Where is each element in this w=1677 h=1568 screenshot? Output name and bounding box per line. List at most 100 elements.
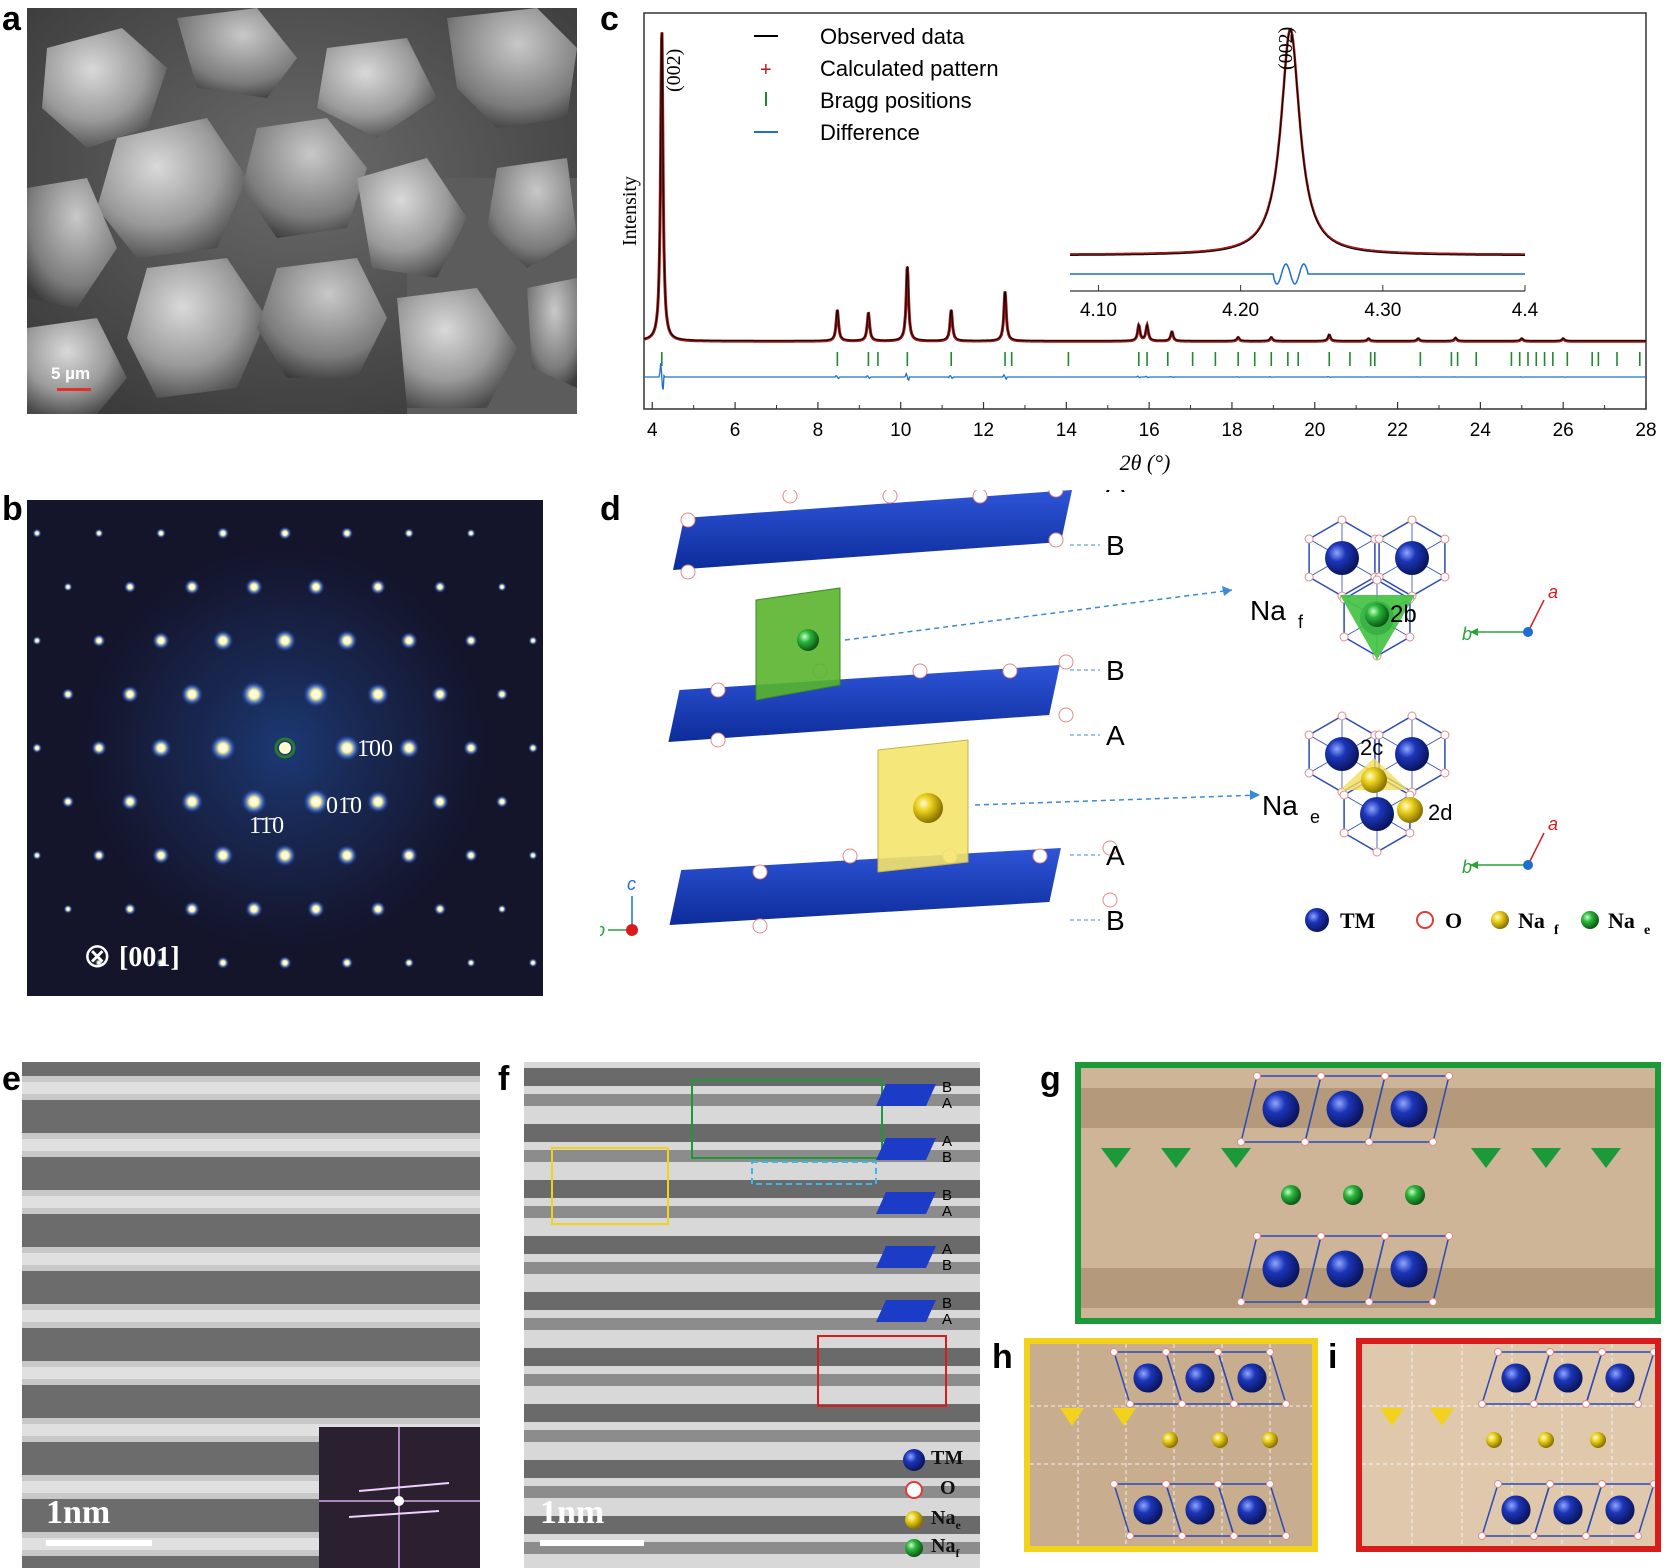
layer-label: B [1106, 905, 1125, 936]
oxygen-atom [1304, 768, 1314, 778]
diffraction-spot-core [469, 853, 473, 858]
na-site-marker [1471, 1148, 1501, 1168]
svg-text:b: b [1462, 624, 1472, 644]
x-tick-label: 12 [973, 420, 994, 441]
stack-label: B [942, 1079, 952, 1096]
oxygen-atom [1237, 1298, 1245, 1306]
oxygen-atom [1282, 1532, 1290, 1540]
oxygen-atom [1374, 534, 1384, 544]
oxygen-atom [1372, 847, 1382, 857]
oxygen-atom [1440, 572, 1450, 582]
oxygen-atom [1478, 1400, 1486, 1408]
na-site-marker [1101, 1148, 1131, 1168]
diffraction-spot-core [189, 584, 195, 590]
oxygen-atom [1110, 1480, 1118, 1488]
diffraction-spot-core [251, 584, 257, 590]
oxygen-atom [1178, 1400, 1186, 1408]
zoom-panel-h [1024, 1338, 1318, 1552]
x-tick-label: 4 [647, 420, 658, 441]
diffraction-spot-core [158, 745, 164, 751]
tm-layer-bottom [669, 848, 1061, 925]
diffraction-spot-core [406, 745, 412, 751]
oxygen-atom [1126, 1400, 1134, 1408]
tm-atom [1326, 1250, 1364, 1288]
diffraction-spot-core [128, 907, 132, 911]
tm-atom [1325, 737, 1359, 771]
stack-slab [876, 1138, 936, 1160]
diffraction-spot-core [35, 746, 39, 750]
nae-label: Na [1262, 790, 1298, 821]
stack-slab [876, 1084, 936, 1106]
oxygen-atom [782, 490, 798, 504]
diffraction-spot-core [97, 531, 101, 535]
diffraction-spot-core [221, 531, 225, 535]
oxygen-atom [1381, 1072, 1389, 1080]
layer-label: A [1106, 840, 1125, 871]
diffraction-spot-core [531, 639, 535, 642]
zoom-panel-g [1075, 1062, 1661, 1324]
zone-axis-label: [001] [119, 942, 180, 973]
oxygen-atom [1374, 730, 1384, 740]
stack-slab [876, 1246, 936, 1268]
inset-chart: 4.10 4.20 4.30 4.4 (002) [1070, 27, 1539, 321]
diffraction-spot-core [283, 960, 287, 965]
na-site-marker [1060, 1408, 1084, 1426]
diffraction-spot-core [438, 907, 442, 911]
diffraction-spot-core [66, 799, 70, 804]
diffraction-spot-core [188, 798, 196, 805]
oxygen-atom [1282, 1400, 1290, 1408]
oxygen-atom [1339, 828, 1349, 838]
oxygen-atom [1407, 711, 1417, 721]
na-atom-yellow [1262, 1432, 1278, 1448]
oxygen-atom [1304, 534, 1314, 544]
oxygen-atom [1266, 1480, 1274, 1488]
diffraction-spot-core [35, 854, 39, 857]
scale-bar-label-e: 1nm [46, 1494, 111, 1531]
diffraction-spot-core [531, 746, 535, 750]
diffraction-spot-core [221, 961, 225, 965]
oxygen-atom [1317, 1232, 1325, 1240]
x-tick-label: 20 [1304, 420, 1325, 441]
tm-atom [1237, 1495, 1267, 1525]
oxygen-atom [1365, 1298, 1373, 1306]
diffraction-spot-core [158, 852, 164, 858]
highlight-box-green [691, 1079, 883, 1159]
panel-label-h: h [992, 1338, 1013, 1376]
oxygen-atom [1381, 1232, 1389, 1240]
oxygen-atom [1405, 828, 1415, 838]
chart-legend: Observed data + Calculated pattern Bragg… [754, 24, 999, 145]
diffraction-spot-core [344, 852, 350, 859]
oxygen-atom [1304, 730, 1314, 740]
diffraction-spot-core [35, 531, 39, 535]
diffraction-spot-core [66, 907, 70, 911]
panel-label-i: i [1328, 1338, 1338, 1376]
legend-calculated: Calculated pattern [820, 56, 999, 81]
diffraction-spot-core [188, 691, 196, 698]
oxygen-atom [1230, 1400, 1238, 1408]
oxygen-atom [1650, 1480, 1655, 1488]
oxygen-atom [1440, 534, 1450, 544]
layer-label: A [1106, 490, 1125, 498]
oxygen-atom [1214, 1348, 1222, 1356]
diffraction-spot-core [128, 585, 132, 589]
na-atom-green [1405, 1185, 1425, 1205]
x-tick-label: 8 [813, 420, 824, 441]
oxygen-atom [1339, 790, 1349, 800]
diffraction-spot-core [96, 745, 102, 751]
legend-nae-f: Nae [931, 1507, 961, 1532]
diffraction-spot-core [500, 585, 504, 589]
na-site-marker [1161, 1148, 1191, 1168]
diffraction-spot-core [35, 639, 39, 642]
tm-atom [1501, 1363, 1531, 1393]
oxygen-atom [1634, 1400, 1642, 1408]
scale-bar-label-f: 1nm [540, 1494, 605, 1531]
diffraction-spot-core [127, 799, 133, 805]
site-2c-atom [1361, 767, 1387, 793]
spot-label-110: 1̄1̄0 [249, 813, 285, 839]
oxygen-atom [1582, 1400, 1590, 1408]
oxygen-atom [1372, 575, 1382, 585]
legend-observed: Observed data [820, 24, 965, 49]
oxygen-atom [1301, 1298, 1309, 1306]
panel-label-d: d [600, 490, 621, 528]
